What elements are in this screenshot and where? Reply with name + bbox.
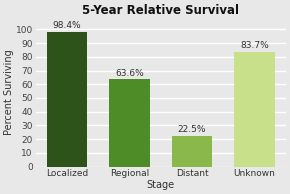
Y-axis label: Percent Surviving: Percent Surviving xyxy=(4,50,14,135)
Title: 5-Year Relative Survival: 5-Year Relative Survival xyxy=(82,4,239,17)
Bar xyxy=(109,79,150,167)
Bar xyxy=(46,31,87,167)
Text: 98.4%: 98.4% xyxy=(52,21,81,30)
Text: 22.5%: 22.5% xyxy=(178,125,206,134)
Text: 63.6%: 63.6% xyxy=(115,69,144,78)
Text: 83.7%: 83.7% xyxy=(240,41,269,50)
Bar xyxy=(172,136,212,167)
X-axis label: Stage: Stage xyxy=(147,180,175,190)
Bar xyxy=(234,52,275,167)
